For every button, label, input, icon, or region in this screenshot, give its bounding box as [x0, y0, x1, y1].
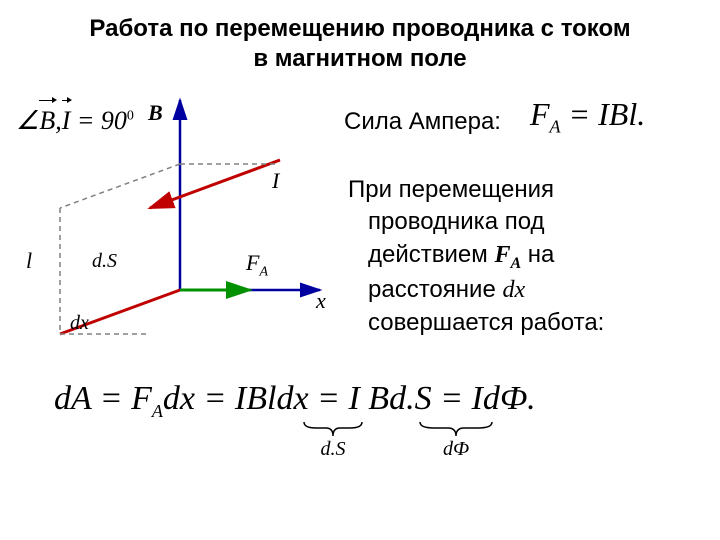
move-l5: совершается работа:: [368, 309, 604, 336]
work-seg2: dx = IBldx = I Bd.S = IdФ.: [163, 380, 536, 417]
brace-svg-2: [418, 420, 494, 438]
inline-F: F: [494, 242, 510, 268]
brace1-label: d.S: [302, 438, 364, 461]
work-seg1: dA = F: [54, 380, 152, 417]
lbl-FA: FA: [246, 250, 268, 280]
equation-work: dA = FAdx = IBldx = I Bd.S = IdФ.: [54, 380, 536, 422]
inline-dx: dx: [502, 277, 525, 303]
ampere-A-sub: A: [550, 116, 561, 136]
lbl-dS: d.S: [92, 250, 117, 273]
move-l4a: расстояние: [368, 276, 502, 303]
lbl-l: l: [26, 248, 32, 274]
brace-svg-1: [302, 420, 364, 438]
slide-title: Работа по перемещению проводника с током…: [0, 14, 720, 74]
ampere-rest: = IBl.: [561, 96, 646, 132]
brace2-label: dФ: [418, 438, 494, 461]
work-A-sub: A: [152, 401, 163, 421]
inline-A: A: [510, 255, 521, 272]
lbl-B: B: [148, 100, 163, 126]
move-l3b: на: [528, 241, 555, 268]
movement-description: При перемещения проводника под действием…: [348, 174, 698, 339]
move-l3a: действием: [368, 241, 494, 268]
lbl-dx: dx: [70, 312, 89, 335]
underbrace-ds: d.S: [302, 420, 364, 461]
title-line2: в магнитном поле: [253, 45, 466, 72]
diagram: B I FA x l d.S dx: [20, 90, 340, 340]
lbl-FA-F: F: [246, 250, 259, 275]
move-l1: При перемещения: [348, 176, 554, 203]
title-line1: Работа по перемещению проводника с током: [89, 15, 630, 42]
ampere-force-label: Сила Ампера:: [344, 108, 501, 136]
move-l2: проводника под: [368, 208, 545, 235]
ampere-F: F: [530, 96, 550, 132]
diagram-svg: [20, 90, 340, 340]
underbrace-dphi: dФ: [418, 420, 494, 461]
lbl-FA-A: A: [259, 264, 268, 279]
lbl-I: I: [272, 168, 279, 194]
lbl-x: x: [316, 288, 326, 314]
equation-ampere-force: FA = IBl.: [530, 96, 645, 137]
